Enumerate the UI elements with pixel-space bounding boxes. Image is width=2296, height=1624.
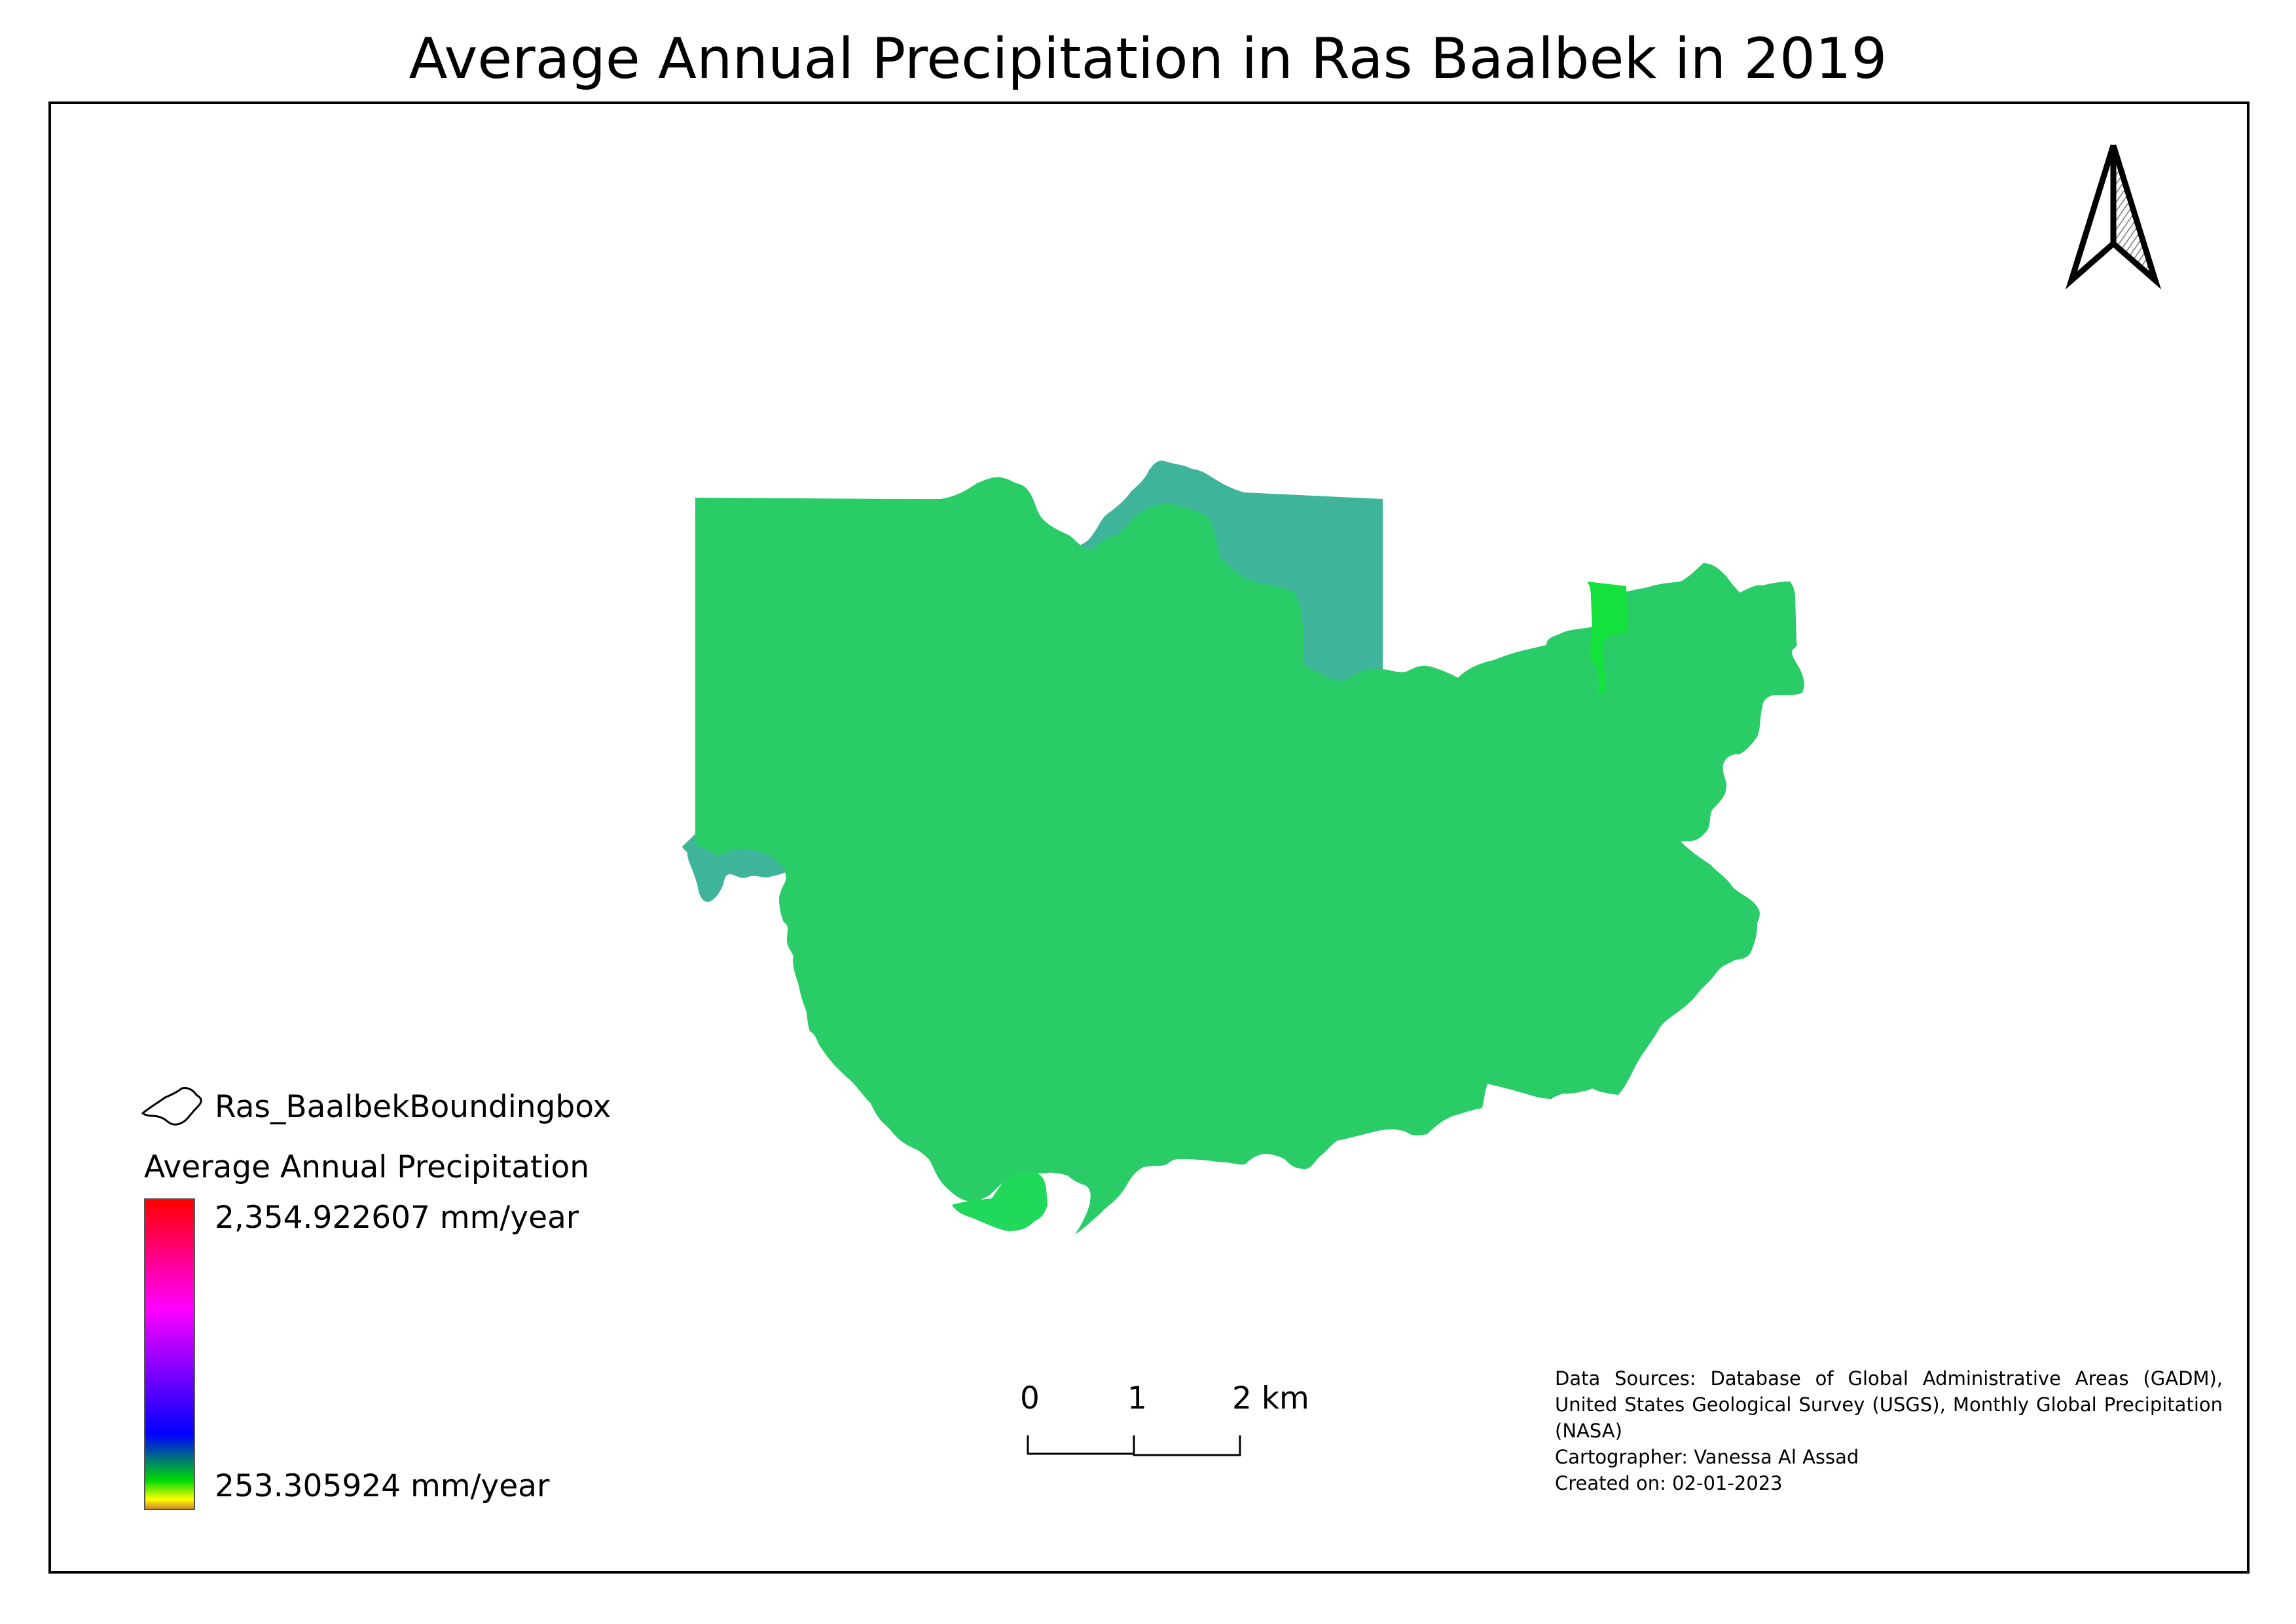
south-tip-zone (952, 1171, 1048, 1231)
boundary-legend-label: Ras_BaalbekBoundingbox (215, 1089, 611, 1125)
ramp-min-label: 253.305924 mm/year (215, 1468, 550, 1504)
scale-label-0: 0 (1020, 1380, 1040, 1416)
color-ramp (144, 1198, 195, 1510)
map-frame (48, 101, 2250, 1574)
north-arrow-icon (2065, 144, 2162, 289)
boundary-legend-icon (141, 1087, 202, 1126)
credits-sources-line-1: Data Sources: Database of Global Adminis… (1555, 1367, 2223, 1390)
scale-label-1: 1 (1127, 1380, 1147, 1416)
raster-legend-title: Average Annual Precipitation (144, 1149, 590, 1185)
map-title: Average Annual Precipitation in Ras Baal… (409, 26, 1887, 92)
credits-block: Data Sources: Database of Global Adminis… (1555, 1365, 2223, 1496)
scale-bar-left-segment (1027, 1435, 1135, 1455)
credits-sources-line-3: (NASA) (1555, 1420, 1622, 1442)
central-zone (695, 477, 1804, 1234)
credits-cartographer: Cartographer: Vanessa Al Assad (1555, 1446, 1859, 1468)
east-tip-zone (1587, 581, 1628, 693)
scale-bar (1027, 1435, 1241, 1456)
ramp-max-label: 2,354.922607 mm/year (215, 1200, 579, 1236)
credits-created: Created on: 02-01-2023 (1555, 1472, 1783, 1494)
scale-label-2: 2 km (1232, 1380, 1309, 1416)
scale-bar-right-segment (1133, 1435, 1241, 1456)
credits-sources-line-2: United States Geological Survey (USGS), … (1555, 1393, 2223, 1416)
